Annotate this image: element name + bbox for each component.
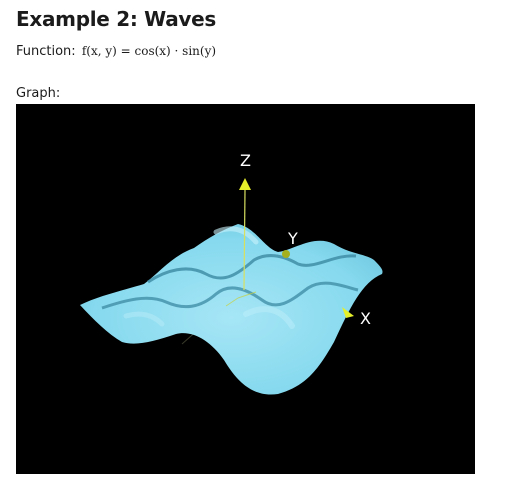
x-axis-arrowhead bbox=[342, 307, 354, 318]
x-axis-stub bbox=[225, 297, 239, 307]
y-axis-label: Y bbox=[287, 229, 298, 248]
wave-crease-lower bbox=[101, 281, 359, 310]
function-line: Function: f(x, y) = cos(x) · sin(y) bbox=[16, 44, 216, 59]
wave-highlight-1 bbox=[213, 226, 259, 245]
page-title: Example 2: Waves bbox=[16, 7, 217, 31]
wave-highlight-3 bbox=[123, 311, 165, 327]
function-label: Function: bbox=[16, 44, 76, 59]
y-axis-stub bbox=[237, 291, 257, 299]
graph-label: Graph: bbox=[16, 86, 61, 101]
function-formula: f(x, y) = cos(x) · sin(y) bbox=[81, 44, 217, 58]
graph-3d-view[interactable]: Z X Y bbox=[16, 104, 475, 474]
y-axis-marker bbox=[282, 250, 290, 258]
z-axis-arrowhead bbox=[239, 178, 251, 190]
x-axis-label: X bbox=[360, 309, 371, 328]
wave-crease-upper bbox=[147, 254, 357, 284]
z-axis-line bbox=[243, 189, 246, 291]
graph-canvas[interactable]: Z X Y bbox=[16, 104, 475, 474]
wave-highlight-2 bbox=[243, 306, 295, 329]
z-axis-label: Z bbox=[240, 151, 251, 170]
wave-surface bbox=[80, 224, 383, 395]
